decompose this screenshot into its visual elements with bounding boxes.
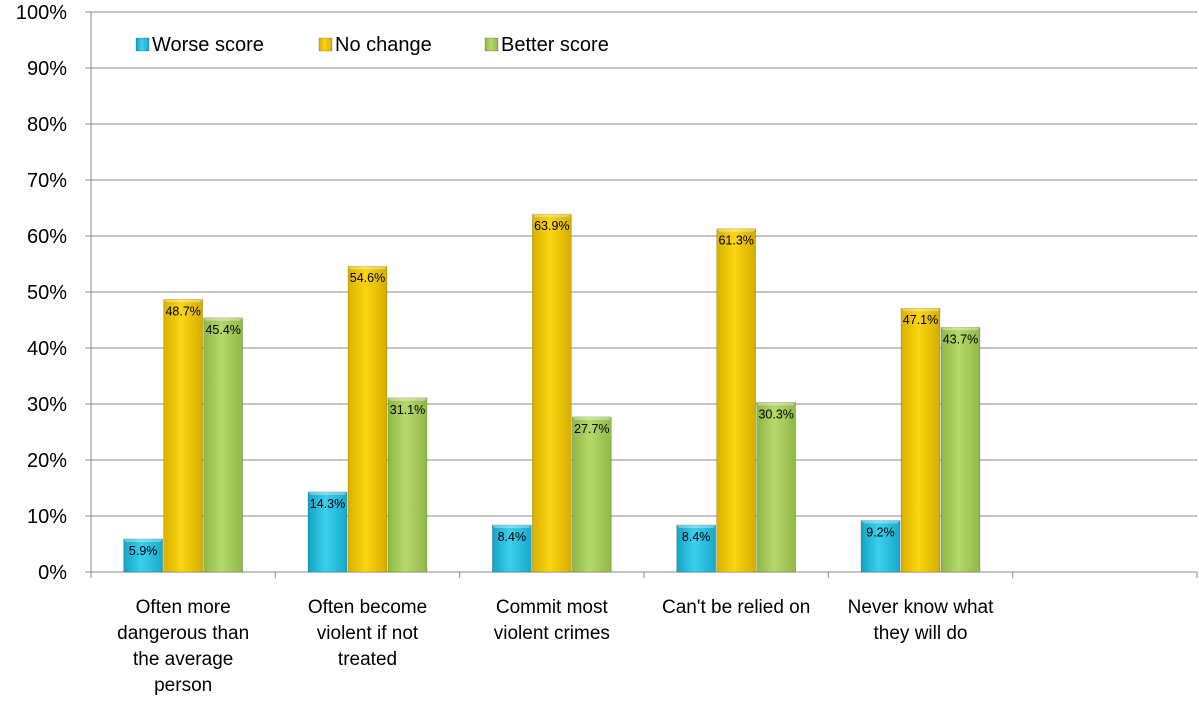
category-label-line: violent crimes bbox=[494, 623, 610, 644]
data-label: 48.7% bbox=[165, 304, 200, 318]
category-label: Often more dangerous than the average perso… bbox=[117, 597, 249, 696]
legend-swatch bbox=[318, 37, 333, 52]
category-label: Often become violent if not treated bbox=[308, 597, 427, 670]
data-label: 5.9% bbox=[129, 544, 158, 558]
category-label: Commit most violent crimes bbox=[494, 597, 610, 644]
data-label: 8.4% bbox=[498, 530, 527, 544]
y-tick-label: 100% bbox=[16, 2, 67, 24]
category-label-line: Often more bbox=[136, 597, 231, 618]
data-label: 47.1% bbox=[903, 313, 938, 327]
bar-bevel bbox=[532, 214, 572, 218]
y-tick-label: 20% bbox=[27, 450, 67, 472]
legend-swatch bbox=[484, 37, 499, 52]
legend-label: No change bbox=[335, 34, 432, 56]
y-tick-label: 0% bbox=[38, 562, 67, 584]
bar-worse-score bbox=[307, 491, 348, 573]
category-label-line: they will do bbox=[874, 623, 968, 644]
legend-label: Worse score bbox=[152, 34, 264, 56]
bar-no-change bbox=[163, 298, 203, 573]
category-label-line: Can't be relied on bbox=[662, 597, 810, 618]
bar-better-score bbox=[387, 397, 428, 573]
bar-bevel bbox=[492, 524, 532, 528]
data-label: 8.4% bbox=[682, 530, 711, 544]
bar-no-change bbox=[716, 228, 756, 573]
y-tick-label: 70% bbox=[27, 170, 67, 192]
legend: Worse score No change Better score bbox=[135, 34, 609, 56]
y-tick-label: 90% bbox=[27, 58, 67, 80]
y-tick-label: 40% bbox=[27, 338, 67, 360]
bar-bevel bbox=[716, 228, 756, 232]
category-label-line: Commit most bbox=[496, 597, 609, 618]
bar-no-change bbox=[900, 307, 941, 573]
data-label: 27.7% bbox=[574, 422, 609, 436]
y-tick-label: 30% bbox=[27, 394, 67, 416]
bar-no-change bbox=[347, 265, 388, 573]
bar-bevel bbox=[388, 397, 427, 401]
bar-worse-score bbox=[860, 520, 901, 573]
category-label-line: treated bbox=[338, 649, 397, 670]
bar-bevel bbox=[756, 402, 796, 406]
data-label: 30.3% bbox=[758, 407, 793, 421]
bar-better-score bbox=[203, 317, 243, 573]
bar-bevel bbox=[861, 520, 900, 524]
gridlines bbox=[91, 11, 1197, 573]
data-label: 31.1% bbox=[390, 403, 425, 417]
y-tick-label: 80% bbox=[27, 114, 67, 136]
data-label: 54.6% bbox=[350, 271, 385, 285]
y-tick-label: 10% bbox=[27, 506, 67, 528]
bar-worse-score bbox=[676, 524, 716, 573]
bar-no-change bbox=[532, 213, 572, 573]
category-label: Never know what they will do bbox=[848, 597, 994, 644]
bar-bevel bbox=[123, 538, 163, 542]
bar-bevel bbox=[348, 266, 387, 270]
y-tick-label: 60% bbox=[27, 226, 67, 248]
data-labels: 5.9% 14.3% 8.4% 8.4% 9.2% 48.7% 54.6% 63.9% 61.3… bbox=[129, 219, 978, 558]
bar-worse-score bbox=[123, 538, 163, 573]
data-label: 61.3% bbox=[718, 234, 753, 248]
x-axis: Often more dangerous than the average perso… bbox=[90, 571, 1198, 696]
category-label: Can't be relied on bbox=[662, 597, 810, 618]
bar-bevel bbox=[901, 308, 940, 312]
category-label-line: the average bbox=[133, 649, 233, 670]
bar-bevel bbox=[941, 327, 980, 331]
bar-bevel bbox=[676, 524, 716, 528]
bar-better-score bbox=[756, 402, 796, 573]
category-label-line: Never know what bbox=[848, 597, 994, 618]
category-label-line: dangerous than bbox=[117, 623, 249, 644]
bar-better-score bbox=[940, 326, 981, 573]
y-axis: 0% 10% 20% 30% 40% 50% 60% 70% 80% 90% 100% bbox=[16, 2, 92, 584]
bar-bevel bbox=[308, 491, 347, 495]
bar-bevel bbox=[572, 416, 612, 420]
data-label: 14.3% bbox=[310, 497, 345, 511]
category-label-line: violent if not bbox=[317, 623, 419, 644]
category-label-line: Often become bbox=[308, 597, 427, 618]
bar-bevel bbox=[203, 317, 243, 321]
bar-bevel bbox=[163, 299, 203, 303]
bar-worse-score bbox=[492, 524, 532, 573]
legend-swatch bbox=[135, 37, 150, 52]
data-label: 45.4% bbox=[205, 323, 240, 337]
data-label: 43.7% bbox=[943, 332, 978, 346]
bars bbox=[123, 213, 981, 573]
data-label: 63.9% bbox=[534, 219, 569, 233]
legend-label: Better score bbox=[501, 34, 609, 56]
bar-better-score bbox=[572, 416, 612, 573]
category-label-line: person bbox=[154, 675, 212, 696]
y-tick-label: 50% bbox=[27, 282, 67, 304]
data-label: 9.2% bbox=[866, 525, 895, 539]
